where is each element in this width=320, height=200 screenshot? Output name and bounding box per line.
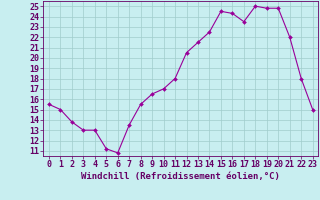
X-axis label: Windchill (Refroidissement éolien,°C): Windchill (Refroidissement éolien,°C) bbox=[81, 172, 280, 181]
